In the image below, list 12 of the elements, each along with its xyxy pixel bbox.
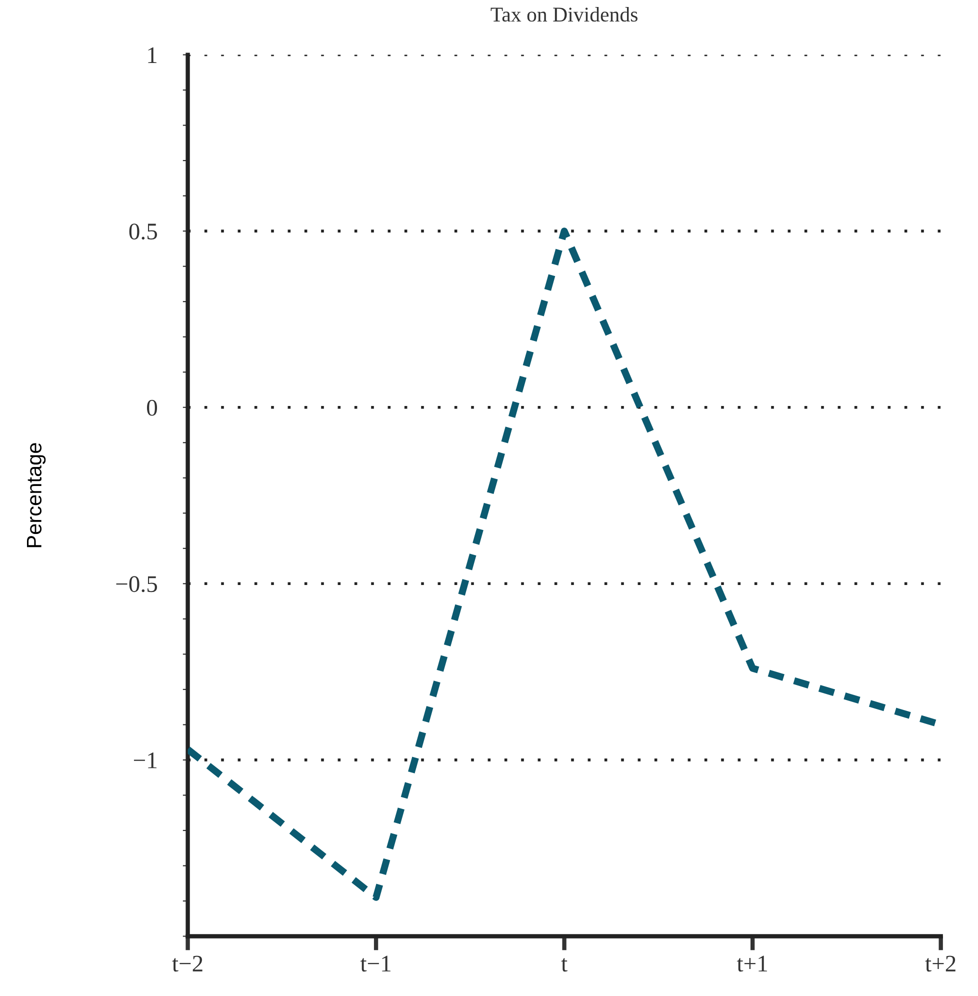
- y-tick-label: −1: [134, 752, 156, 768]
- x-tick-label: t−2: [172, 956, 202, 972]
- chart-title: Tax on Dividends: [490, 6, 638, 22]
- y-tick-label: 1: [148, 47, 156, 63]
- y-axis-title: Percentage: [26, 443, 46, 548]
- x-tick-label: t+1: [736, 956, 767, 972]
- y-tick-label: 0: [147, 400, 158, 416]
- x-tick-label: t+2: [925, 956, 956, 972]
- x-tick-label: t−1: [360, 956, 390, 972]
- y-tick-label: 0.5: [129, 224, 157, 240]
- x-tick-label: t: [561, 958, 568, 972]
- y-tick-label: −0.5: [116, 576, 157, 592]
